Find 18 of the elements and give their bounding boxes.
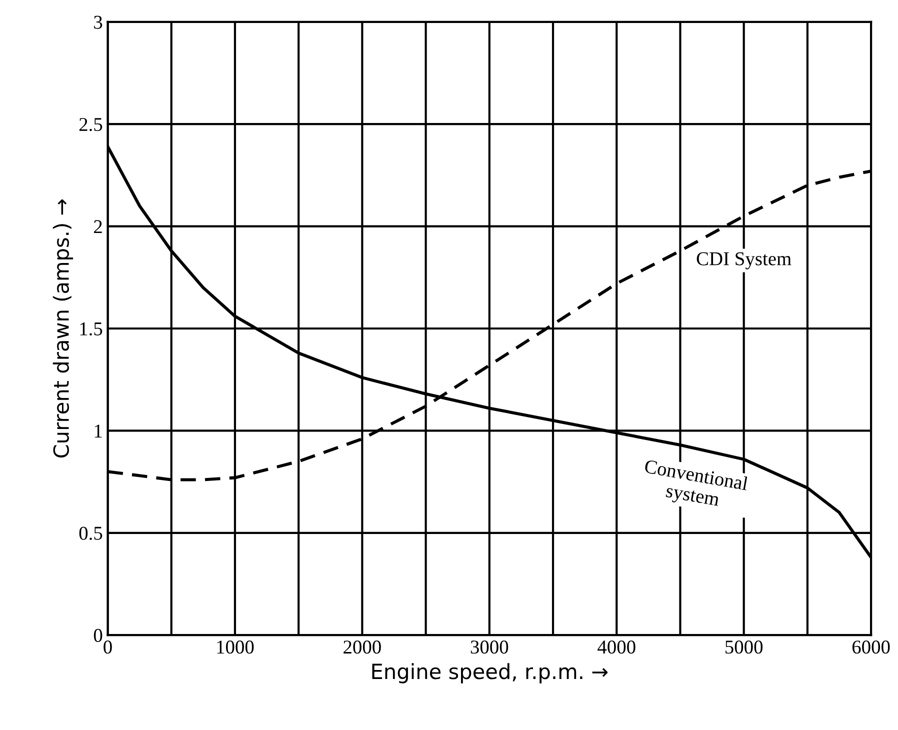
x-tick-label: 6000 xyxy=(852,640,890,654)
y-tick-label: 2.5 xyxy=(79,118,102,132)
x-axis-title: Engine speed, r.p.m. → xyxy=(372,663,608,684)
y-tick-label: 0.5 xyxy=(79,526,102,540)
y-axis-title: Current drawn (amps.) → xyxy=(52,199,74,458)
series-label: CDI System xyxy=(696,252,792,270)
x-tick-label: 0 xyxy=(104,640,112,654)
y-tick-label: 1.5 xyxy=(80,322,102,336)
y-tick-label: 3 xyxy=(94,16,102,29)
x-tick-label: 2000 xyxy=(344,640,381,654)
x-tick-label: 5000 xyxy=(726,640,763,654)
x-tick-label: 1000 xyxy=(217,640,254,654)
x-tick-label: 3000 xyxy=(470,640,508,654)
text: Conventional system xyxy=(644,458,749,510)
x-tick-label: 4000 xyxy=(598,640,636,654)
y-tick-label: 2 xyxy=(94,220,102,234)
y-tick-label: 0 xyxy=(94,628,102,642)
y-tick-label: 1 xyxy=(94,424,102,438)
